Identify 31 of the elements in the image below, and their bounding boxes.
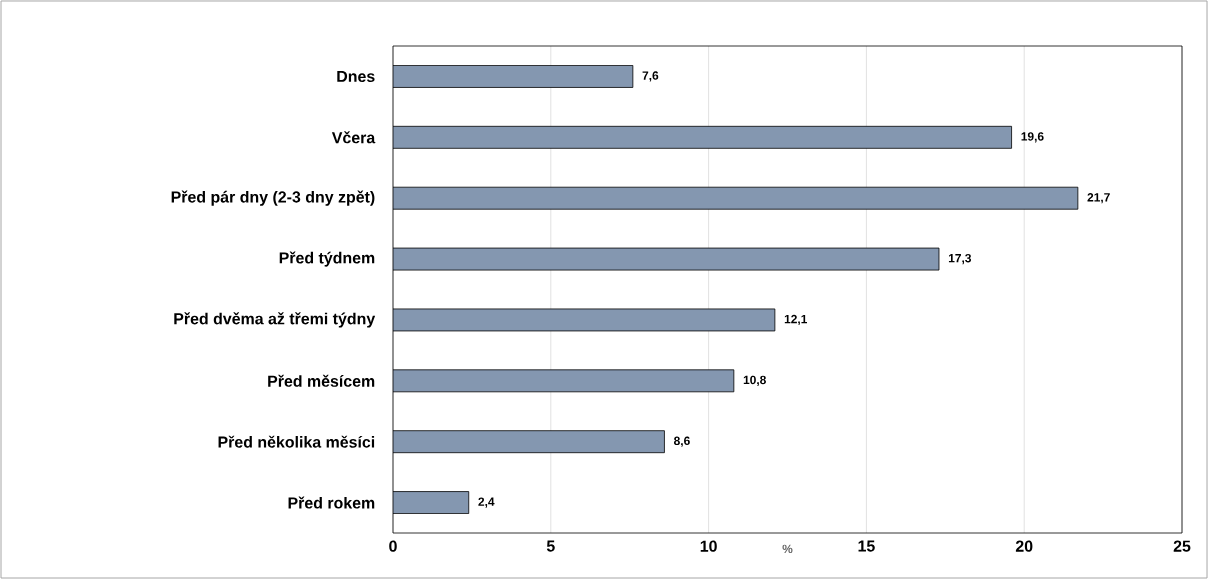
y-tick-label: Před několika měsíci: [218, 435, 375, 448]
y-tick-label: Před týdnem: [279, 251, 375, 267]
data-label: 10,8: [743, 375, 766, 386]
bar: [393, 65, 634, 88]
data-label: 21,7: [1087, 193, 1110, 204]
x-tick-label: 0: [389, 540, 397, 552]
bar: [393, 247, 940, 271]
y-tick-label: Dnes: [337, 70, 375, 83]
data-label: 19,6: [1021, 132, 1044, 143]
bar: [393, 491, 470, 514]
y-tick-label: Včera: [331, 131, 376, 144]
data-label: 17,3: [948, 253, 972, 265]
x-tick-label: 20: [1015, 540, 1033, 552]
x-tick-label: 5: [546, 540, 555, 552]
y-tick-label: Před rokem: [288, 496, 375, 509]
y-tick-label: Před měsícem: [268, 374, 375, 387]
data-label: 8,6: [673, 436, 690, 447]
x-tick-label: 25: [1173, 540, 1191, 552]
data-label: 2,4: [478, 497, 495, 508]
bar: [393, 369, 735, 393]
x-axis-title: %: [782, 544, 793, 554]
data-label: 7,6: [642, 71, 659, 82]
bar: [393, 308, 776, 332]
data-label: 12,1: [784, 314, 808, 326]
y-tick-label: Před dvěma až třemi týdny: [174, 312, 376, 328]
bar: [393, 125, 1012, 149]
bar: [393, 186, 1079, 210]
x-tick-label: 15: [858, 540, 875, 552]
y-tick-label: Před pár dny (2-3 dny zpět): [171, 190, 375, 206]
x-tick-label: 10: [700, 540, 717, 552]
bar: [393, 430, 665, 454]
